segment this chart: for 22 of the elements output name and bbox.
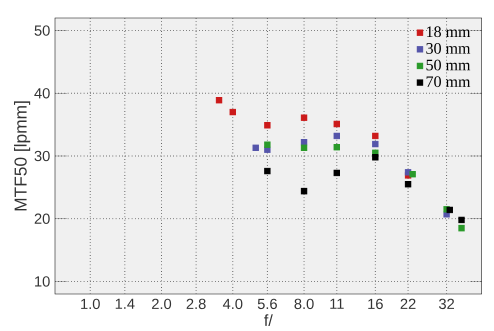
x-tick-label: 11	[330, 298, 344, 309]
x-tick-label: 5.6	[258, 298, 277, 310]
y-tick-label: 30	[34, 150, 50, 162]
x-tick-label: 8.0	[294, 298, 314, 310]
x-tick-label: 32	[439, 298, 454, 310]
x-tick-label: 2.8	[186, 298, 206, 310]
legend-label: 30 mm	[426, 42, 470, 54]
legend-label: 18 mm	[426, 26, 470, 38]
x-tick-label: 22	[400, 298, 416, 309]
y-tick-label: 40	[34, 88, 50, 98]
legend-label: 50 mm	[426, 60, 470, 70]
legend-label: 70 mm	[426, 76, 470, 88]
y-tick-label: 50	[34, 25, 50, 36]
x-tick-label: 4.0	[222, 298, 242, 310]
x-tick-label: 1.0	[81, 298, 100, 310]
y-tick-label: 20	[34, 214, 50, 224]
x-tick-label: 1.4	[116, 298, 135, 309]
x-tick-label: 16	[368, 298, 383, 310]
y-axis-title: MTF50 [lpmm]	[14, 101, 30, 210]
x-axis-title: f/	[264, 314, 273, 326]
x-tick-label: 2.0	[152, 298, 172, 310]
y-tick-label: 10	[35, 276, 50, 287]
